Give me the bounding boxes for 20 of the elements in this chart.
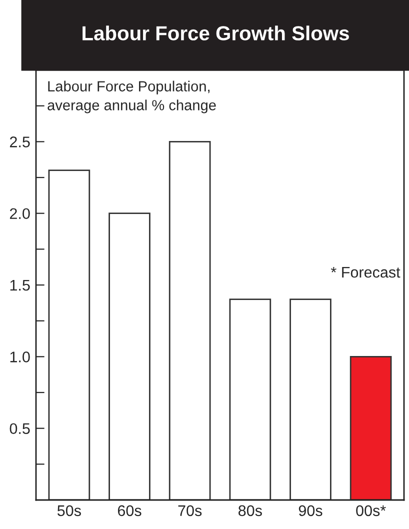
y-tick-label: 1.0 (10, 352, 30, 362)
x-tick-label: 00s* (356, 505, 386, 516)
y-tick-label: 2.5 (10, 136, 30, 148)
bar (350, 356, 392, 500)
bar (290, 298, 332, 500)
bar (168, 140, 211, 500)
bar (229, 298, 272, 500)
x-tick-label: 50s (57, 505, 81, 516)
bar (108, 212, 150, 500)
annotation: * Forecast (330, 267, 400, 278)
y-axis-title: Labour Force Population, average annual % change (48, 80, 216, 114)
x-tick-label: 80s (238, 505, 262, 516)
x-tick-label: 60s (118, 505, 142, 516)
y-tick-label: 0.5 (10, 423, 30, 434)
y-tick-label: 1.5 (10, 280, 30, 291)
y-tick-label: 2.0 (10, 208, 30, 220)
x-tick-label: 70s (178, 505, 202, 516)
bar (48, 170, 90, 500)
x-tick-label: 90s (298, 505, 322, 516)
chart-title: Labour Force Growth Slows (82, 26, 349, 40)
